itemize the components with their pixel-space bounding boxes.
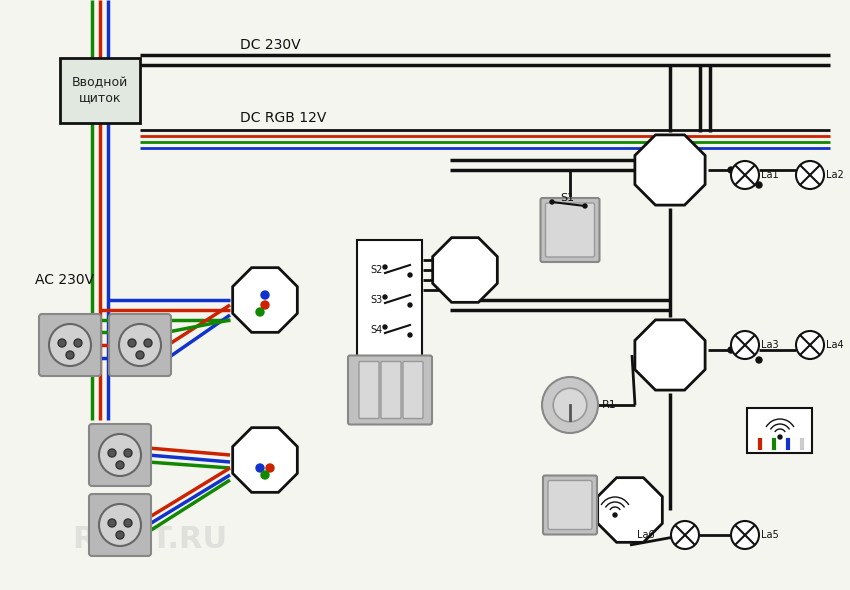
Circle shape (124, 519, 132, 527)
FancyBboxPatch shape (747, 408, 813, 453)
Text: La6: La6 (638, 530, 655, 540)
Circle shape (613, 513, 617, 517)
Circle shape (550, 200, 554, 204)
FancyBboxPatch shape (546, 203, 594, 257)
Text: S3: S3 (370, 295, 382, 305)
Circle shape (408, 333, 412, 337)
Circle shape (728, 347, 734, 353)
Text: La1: La1 (761, 170, 779, 180)
Circle shape (731, 331, 759, 359)
Circle shape (108, 449, 116, 457)
Circle shape (383, 295, 387, 299)
Circle shape (58, 339, 66, 347)
Circle shape (728, 167, 734, 173)
Circle shape (99, 434, 141, 476)
Circle shape (796, 161, 824, 189)
FancyBboxPatch shape (543, 476, 597, 535)
Text: S2: S2 (370, 265, 382, 275)
Circle shape (124, 449, 132, 457)
Polygon shape (233, 268, 298, 332)
Circle shape (256, 308, 264, 316)
FancyBboxPatch shape (89, 494, 151, 556)
FancyBboxPatch shape (39, 314, 101, 376)
Circle shape (583, 204, 587, 208)
FancyBboxPatch shape (541, 198, 599, 262)
FancyBboxPatch shape (109, 314, 171, 376)
FancyBboxPatch shape (358, 240, 422, 360)
Circle shape (108, 519, 116, 527)
Circle shape (66, 351, 74, 359)
Circle shape (74, 339, 82, 347)
Text: La5: La5 (761, 530, 779, 540)
Text: S4: S4 (370, 325, 382, 335)
Circle shape (266, 464, 274, 472)
Circle shape (756, 182, 762, 188)
Polygon shape (433, 238, 497, 302)
Circle shape (553, 388, 586, 422)
Circle shape (119, 324, 161, 366)
FancyBboxPatch shape (60, 57, 140, 123)
Circle shape (261, 301, 269, 309)
Text: DC RGB 12V: DC RGB 12V (240, 111, 326, 125)
Circle shape (383, 325, 387, 329)
FancyBboxPatch shape (89, 424, 151, 486)
Circle shape (99, 504, 141, 546)
Polygon shape (635, 320, 706, 390)
Text: La3: La3 (761, 340, 779, 350)
Text: S1: S1 (560, 193, 574, 203)
Circle shape (49, 324, 91, 366)
Circle shape (128, 339, 136, 347)
Text: Вводной
щиток: Вводной щиток (72, 76, 128, 104)
FancyBboxPatch shape (403, 362, 423, 418)
Circle shape (383, 265, 387, 269)
Polygon shape (233, 428, 298, 492)
FancyBboxPatch shape (359, 362, 379, 418)
Circle shape (261, 291, 269, 299)
Text: AC 230V: AC 230V (35, 273, 94, 287)
Text: R1: R1 (602, 400, 617, 410)
Circle shape (144, 339, 152, 347)
Circle shape (542, 377, 598, 433)
Circle shape (408, 303, 412, 307)
Circle shape (778, 435, 782, 439)
Circle shape (796, 331, 824, 359)
FancyBboxPatch shape (548, 480, 592, 529)
Circle shape (256, 464, 264, 472)
Text: RMNT.RU: RMNT.RU (72, 526, 228, 555)
Polygon shape (635, 135, 706, 205)
FancyBboxPatch shape (348, 356, 432, 424)
Circle shape (408, 273, 412, 277)
Polygon shape (598, 478, 662, 542)
Text: La4: La4 (826, 340, 843, 350)
Circle shape (261, 471, 269, 479)
FancyBboxPatch shape (381, 362, 401, 418)
Circle shape (116, 461, 124, 469)
Text: DC 230V: DC 230V (240, 38, 301, 52)
Text: La2: La2 (826, 170, 844, 180)
Circle shape (116, 531, 124, 539)
Circle shape (731, 521, 759, 549)
Circle shape (731, 161, 759, 189)
Circle shape (756, 357, 762, 363)
Circle shape (671, 521, 699, 549)
Circle shape (136, 351, 144, 359)
